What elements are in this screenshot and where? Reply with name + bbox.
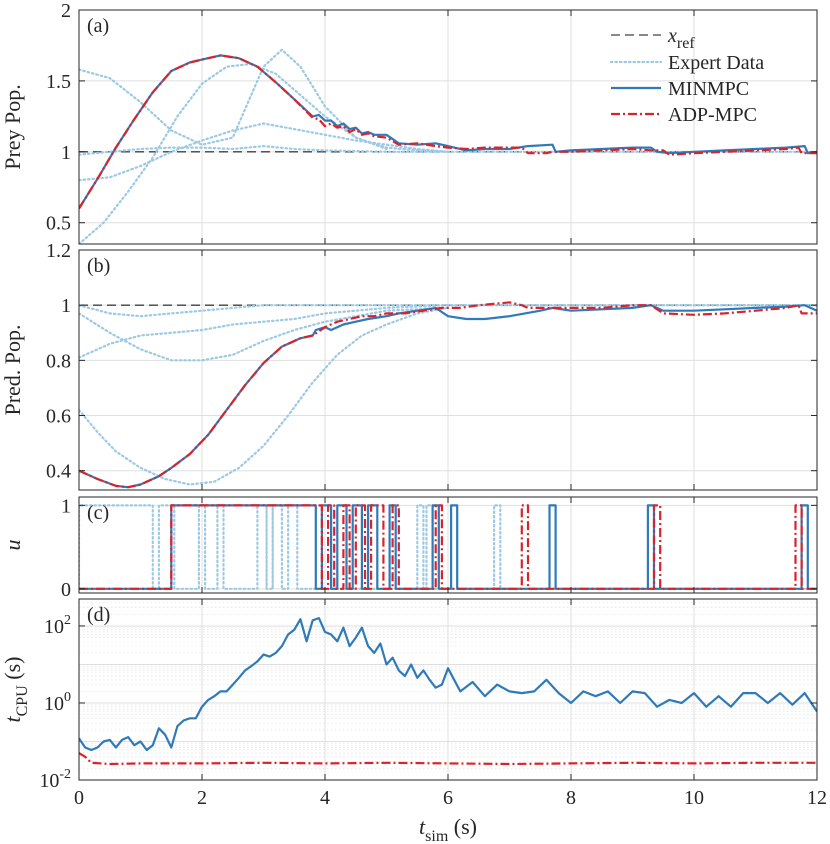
x-tick-label: 12	[807, 787, 827, 809]
y-tick-label: 1	[61, 295, 71, 317]
y-tick-label: 1	[61, 142, 71, 164]
panel-a-prey-population: 0.5 1 1.5 2 (a) Prey Pop.	[0, 0, 818, 245]
y-tick-label: 2	[61, 0, 71, 22]
y-tick-label: 0	[61, 579, 71, 601]
y-axis-label: Pred. Pop.	[0, 324, 25, 415]
legend-item-adp: ADP-MPC	[611, 104, 757, 126]
y-axis-b: 0.4 0.6 0.8 1 1.2	[46, 240, 818, 490]
panel-tag: (d)	[87, 604, 110, 626]
series-expert-data	[79, 48, 450, 153]
y-tick-label: 0.8	[46, 350, 71, 372]
grid-d	[79, 598, 817, 780]
series-minmpc	[79, 617, 817, 752]
y-tick-label: 0.5	[46, 213, 71, 235]
series-expert-data	[79, 62, 388, 244]
series-adp	[79, 504, 817, 590]
legend-item-expert: Expert Data	[609, 52, 764, 74]
y-axis-a: 0.5 1 1.5 2	[46, 0, 818, 244]
panel-tag: (b)	[87, 255, 110, 277]
series-minmpc	[79, 54, 817, 210]
legend-label: MINMPC	[668, 78, 749, 100]
y-tick-label: 1.5	[46, 71, 71, 93]
y-tick-label: 1.2	[46, 240, 71, 262]
series-expert-data	[79, 306, 450, 362]
series-adp	[79, 752, 817, 766]
x-tick-label: 6	[443, 787, 453, 809]
x-tick-label: 0	[74, 787, 84, 809]
panel-tag: (a)	[87, 15, 109, 37]
legend-label: Expert Data	[668, 52, 764, 74]
y-axis-c: 01	[61, 495, 818, 601]
grid-a	[79, 10, 817, 244]
x-tick-label: 4	[320, 787, 330, 809]
legend-item-ref: xref	[611, 25, 695, 52]
series-expert-data	[79, 304, 817, 318]
x-tick-label: 2	[197, 787, 207, 809]
y-tick-label: 10-2	[39, 767, 71, 792]
panel-tag: (c)	[87, 502, 109, 524]
y-tick-label: 102	[44, 613, 71, 638]
y-axis-label: tCPU (s)	[0, 657, 31, 723]
y-axis-label: u	[0, 540, 25, 551]
y-tick-label: 100	[44, 690, 71, 715]
legend-label: ADP-MPC	[668, 104, 757, 126]
x-tick-label: 10	[684, 787, 704, 809]
y-tick-label: 1	[61, 495, 71, 517]
x-axis-title: tsim (s)	[419, 814, 477, 844]
legend-item-minmpc: MINMPC	[611, 78, 749, 100]
x-tick-label: 8	[566, 787, 576, 809]
y-tick-label: 0.4	[46, 461, 71, 483]
series-adp	[79, 301, 817, 489]
x-axis-label: 0 2 4 6 8 10 12 tsim (s)	[74, 787, 827, 844]
y-tick-label: 0.6	[46, 406, 71, 428]
series-expert-data	[79, 306, 450, 486]
legend-label: xref	[667, 25, 695, 52]
panel-d-cpu-time: 10-2 100 102 (d) tCPU (s)	[0, 598, 818, 792]
panel-c-control-input: 01 (c)u	[0, 495, 818, 601]
y-axis-label: Prey Pop.	[0, 84, 25, 170]
y-axis-d: 10-2 100 102	[39, 599, 818, 792]
panel-b-predator-population: 0.4 0.6 0.8 1 1.2 (b) Pred. Pop.	[0, 240, 818, 491]
series-adp	[79, 54, 817, 210]
grid-c	[79, 497, 817, 593]
series-expert-data	[79, 122, 450, 182]
